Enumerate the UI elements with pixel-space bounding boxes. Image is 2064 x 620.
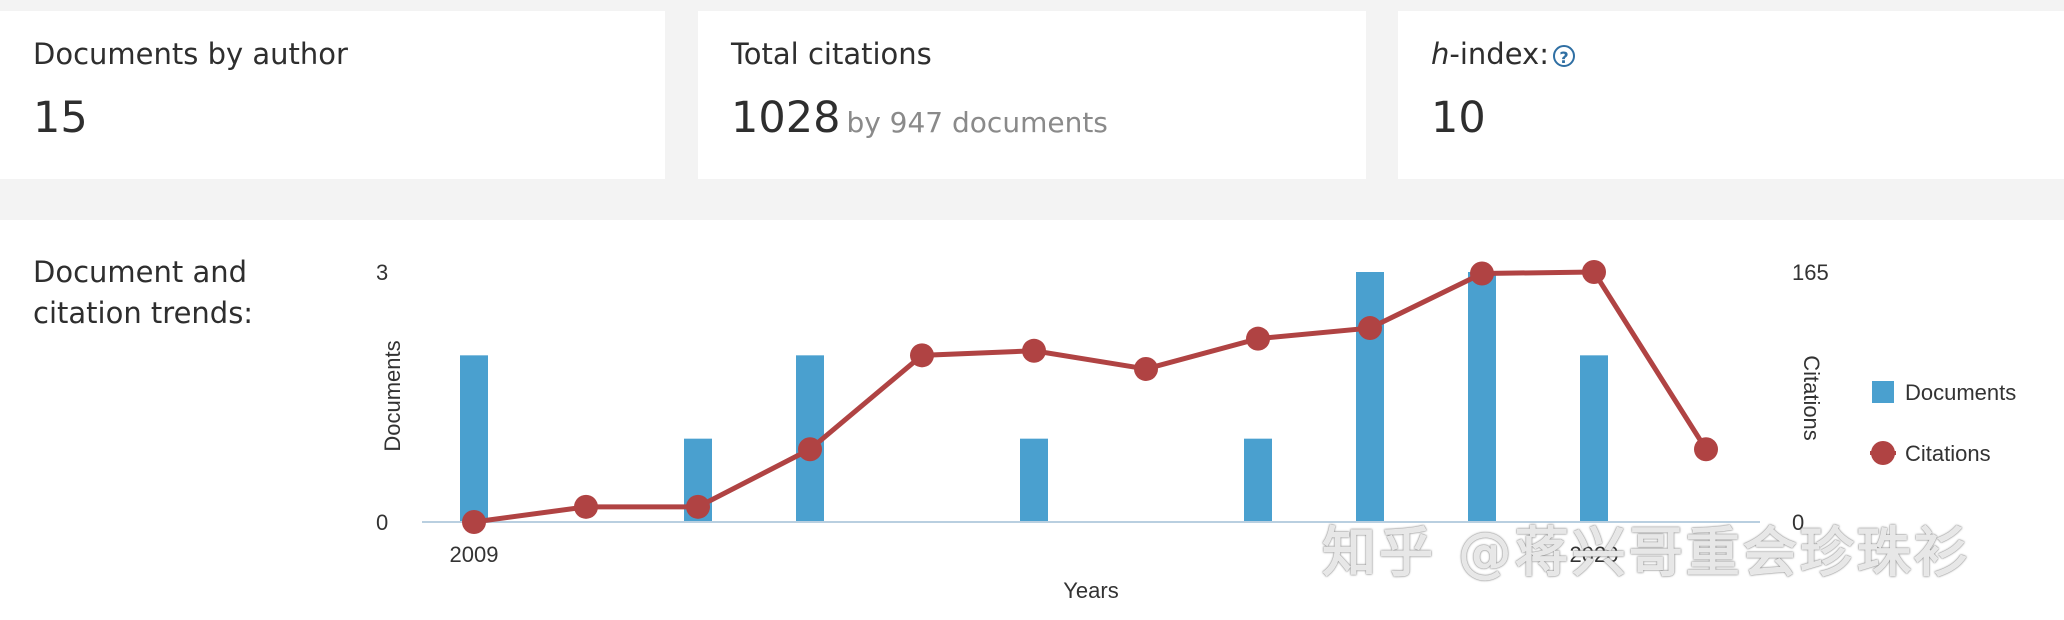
citations-point-2017[interactable] xyxy=(1358,316,1382,341)
documents-bar-2017[interactable] xyxy=(1356,272,1384,522)
y-left-tick-top: 3 xyxy=(376,260,388,285)
y-right-axis-label: Citations xyxy=(1799,355,1824,441)
hindex-value[interactable]: 10 xyxy=(1431,93,1486,143)
x-tick-first: 2009 xyxy=(450,542,499,567)
x-tick-last: 2020 xyxy=(1570,542,1619,567)
citations-point-2020[interactable] xyxy=(1694,437,1718,462)
citations-value-wrap: 1028 by 947 documents xyxy=(731,93,1108,143)
citations-card: Total citations 1028 by 947 documents xyxy=(698,11,1366,179)
legend-citations-marker[interactable] xyxy=(1871,441,1895,465)
documents-bar-2016[interactable] xyxy=(1244,438,1272,522)
citations-point-2019[interactable] xyxy=(1582,260,1606,284)
watermark: 知乎 @蒋兴哥重会珍珠衫 xyxy=(1322,521,1971,584)
y-right-tick-top: 165 xyxy=(1792,260,1829,285)
documents-label: Documents by author xyxy=(33,37,348,71)
documents-bars xyxy=(460,272,1608,522)
citations-point-2011[interactable] xyxy=(686,494,710,519)
trend-chart: 3 0 165 0 2009 2020 Years Documents Cita… xyxy=(376,260,2016,603)
legend-citations-label[interactable]: Citations xyxy=(1905,441,1991,466)
hindex-label-wrap: h-index:? xyxy=(1431,37,1575,71)
legend-documents-label[interactable]: Documents xyxy=(1905,380,2016,405)
documents-card: Documents by author 15 xyxy=(0,11,665,179)
y-right-tick-bottom: 0 xyxy=(1792,510,1804,535)
y-left-axis-label: Documents xyxy=(380,340,405,451)
trend-title: Document and citation trends: xyxy=(33,255,254,330)
hindex-label: -index: xyxy=(1449,37,1549,71)
citations-point-2009[interactable] xyxy=(462,510,486,534)
hindex-card: h-index:? 10 xyxy=(1398,11,2064,179)
citations-point-2013[interactable] xyxy=(910,343,934,368)
citations-value[interactable]: 1028 xyxy=(731,93,841,143)
documents-bar-2009[interactable] xyxy=(460,355,488,522)
documents-bar-2019[interactable] xyxy=(1580,355,1608,522)
legend: Documents Citations xyxy=(1870,380,2016,466)
citations-point-2016[interactable] xyxy=(1246,326,1270,351)
citations-points xyxy=(462,260,1718,534)
documents-bar-2014[interactable] xyxy=(1020,438,1048,522)
citations-point-2018[interactable] xyxy=(1470,261,1494,286)
citations-point-2014[interactable] xyxy=(1022,338,1046,363)
citations-point-2010[interactable] xyxy=(574,494,598,519)
citations-line xyxy=(473,269,1709,525)
help-icon[interactable]: ? xyxy=(1552,45,1575,67)
y-left-tick-bottom: 0 xyxy=(376,510,388,535)
citations-sub[interactable]: by 947 documents xyxy=(846,106,1108,139)
trend-panel: Document and citation trends: 3 0 165 0 … xyxy=(0,220,2064,620)
documents-value[interactable]: 15 xyxy=(33,93,88,143)
citations-point-2012[interactable] xyxy=(798,437,822,462)
citations-point-2015[interactable] xyxy=(1134,356,1158,381)
hindex-label-italic: h xyxy=(1431,37,1450,71)
documents-bar-2018[interactable] xyxy=(1468,272,1496,522)
citations-label: Total citations xyxy=(731,37,932,71)
x-axis-label: Years xyxy=(1063,578,1118,603)
legend-documents-swatch[interactable] xyxy=(1872,381,1894,403)
